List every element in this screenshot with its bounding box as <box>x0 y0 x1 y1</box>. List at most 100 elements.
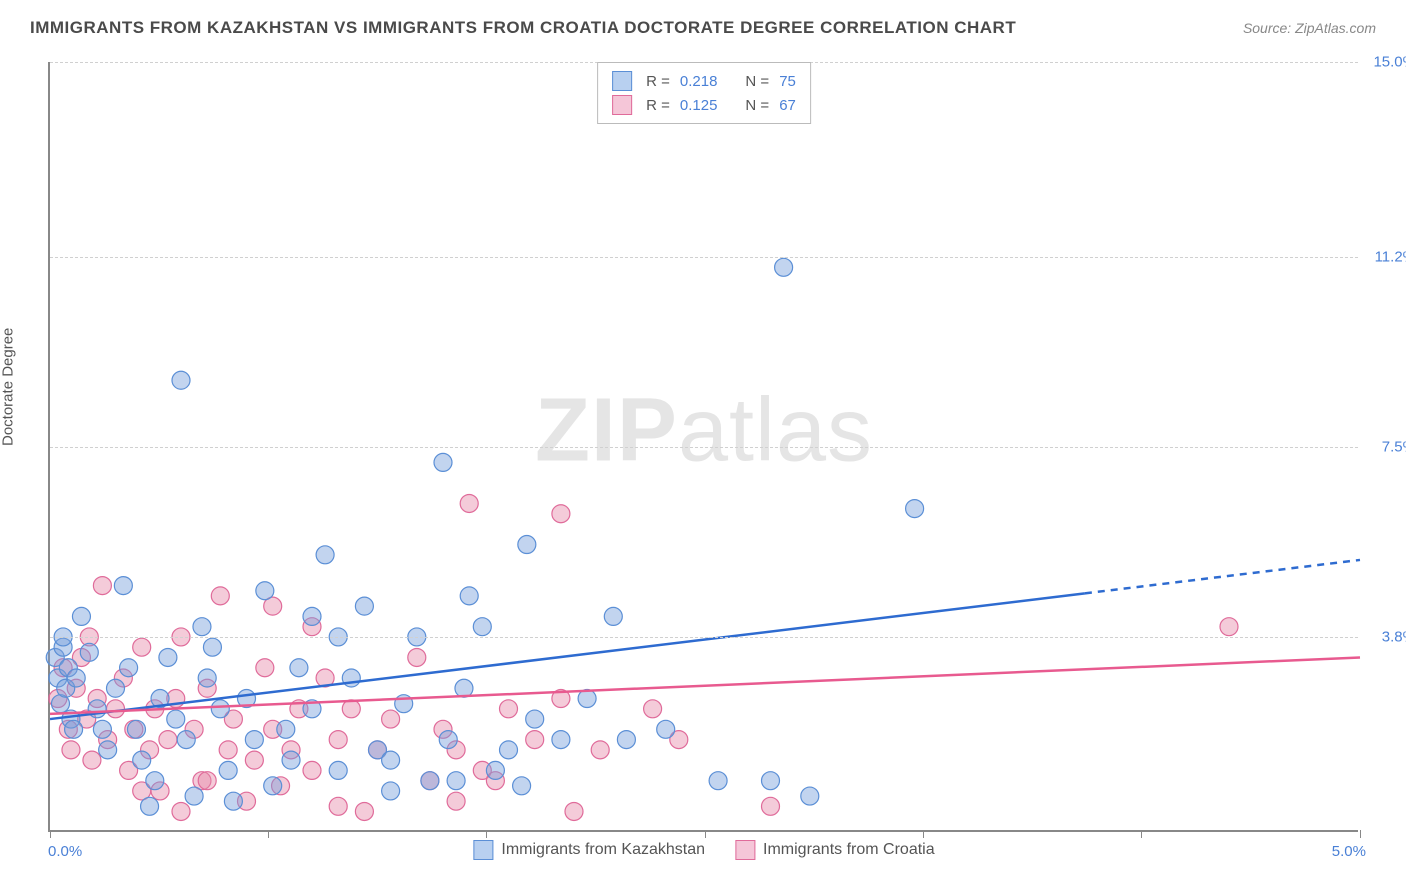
x-tick <box>268 830 269 838</box>
data-point <box>762 772 780 790</box>
y-tick-label: 15.0% <box>1373 54 1406 71</box>
data-point <box>193 618 211 636</box>
chart-title: IMMIGRANTS FROM KAZAKHSTAN VS IMMIGRANTS… <box>30 18 1016 38</box>
data-point <box>303 761 321 779</box>
gridline <box>50 257 1358 258</box>
n-label: N = <box>745 97 769 114</box>
data-point <box>67 669 85 687</box>
data-point <box>657 720 675 738</box>
data-point <box>552 505 570 523</box>
data-point <box>355 802 373 820</box>
data-point <box>500 741 518 759</box>
data-point <box>277 720 295 738</box>
data-point <box>172 802 190 820</box>
r-value-kz: 0.218 <box>680 73 718 90</box>
data-point <box>159 648 177 666</box>
y-tick-label: 3.8% <box>1382 628 1406 645</box>
y-tick-label: 7.5% <box>1382 439 1406 456</box>
y-tick-label: 11.2% <box>1375 249 1406 266</box>
r-label: R = <box>646 73 670 90</box>
data-point <box>421 772 439 790</box>
data-point <box>513 777 531 795</box>
data-point <box>329 761 347 779</box>
data-point <box>146 772 164 790</box>
data-point <box>329 731 347 749</box>
data-point <box>342 700 360 718</box>
data-point <box>245 751 263 769</box>
data-point <box>133 751 151 769</box>
data-point <box>141 797 159 815</box>
data-point <box>177 731 195 749</box>
legend-row-kazakhstan: R = 0.218 N = 75 <box>612 69 796 93</box>
data-point <box>617 731 635 749</box>
data-point <box>167 710 185 728</box>
data-point <box>185 787 203 805</box>
data-point <box>439 731 457 749</box>
data-point <box>500 700 518 718</box>
chart-area: ZIPatlas R = 0.218 N = 75 R = 0.125 N = … <box>48 62 1358 832</box>
data-point <box>906 500 924 518</box>
x-tick <box>1360 830 1361 838</box>
data-point <box>382 782 400 800</box>
data-point <box>127 720 145 738</box>
data-point <box>219 741 237 759</box>
data-point <box>303 607 321 625</box>
legend-item-croatia: Immigrants from Croatia <box>735 840 935 860</box>
data-point <box>159 731 177 749</box>
data-point <box>316 546 334 564</box>
data-point <box>355 597 373 615</box>
data-point <box>775 258 793 276</box>
series-label-hr: Immigrants from Croatia <box>763 841 935 859</box>
n-label: N = <box>745 73 769 90</box>
data-point <box>565 802 583 820</box>
swatch-kazakhstan <box>473 840 493 860</box>
data-point <box>382 710 400 728</box>
data-point <box>224 792 242 810</box>
legend-item-kazakhstan: Immigrants from Kazakhstan <box>473 840 705 860</box>
data-point <box>382 751 400 769</box>
x-max-label: 5.0% <box>1332 843 1366 860</box>
data-point <box>172 371 190 389</box>
data-point <box>198 772 216 790</box>
r-label: R = <box>646 97 670 114</box>
scatter-plot <box>50 62 1358 830</box>
data-point <box>329 797 347 815</box>
data-point <box>644 700 662 718</box>
data-point <box>198 669 216 687</box>
data-point <box>434 453 452 471</box>
data-point <box>93 720 111 738</box>
data-point <box>762 797 780 815</box>
data-point <box>83 751 101 769</box>
data-point <box>518 536 536 554</box>
swatch-croatia <box>735 840 755 860</box>
data-point <box>256 659 274 677</box>
trend-line <box>50 657 1360 713</box>
data-point <box>99 741 117 759</box>
gridline <box>50 637 1358 638</box>
data-point <box>526 731 544 749</box>
data-point <box>473 618 491 636</box>
y-axis-label: Doctorate Degree <box>0 328 17 446</box>
data-point <box>93 577 111 595</box>
swatch-kazakhstan <box>612 71 632 91</box>
n-value-kz: 75 <box>779 73 796 90</box>
data-point <box>133 638 151 656</box>
x-tick <box>923 830 924 838</box>
data-point <box>65 720 83 738</box>
data-point <box>211 587 229 605</box>
r-value-hr: 0.125 <box>680 97 718 114</box>
legend-stats: R = 0.218 N = 75 R = 0.125 N = 67 <box>597 62 811 124</box>
x-tick <box>50 830 51 838</box>
source-label: Source: ZipAtlas.com <box>1243 20 1376 36</box>
data-point <box>62 741 80 759</box>
series-label-kz: Immigrants from Kazakhstan <box>501 841 705 859</box>
data-point <box>1220 618 1238 636</box>
data-point <box>801 787 819 805</box>
x-min-label: 0.0% <box>48 843 82 860</box>
data-point <box>219 761 237 779</box>
data-point <box>120 659 138 677</box>
data-point <box>447 792 465 810</box>
legend-series: Immigrants from Kazakhstan Immigrants fr… <box>473 840 934 860</box>
swatch-croatia <box>612 95 632 115</box>
data-point <box>72 607 90 625</box>
